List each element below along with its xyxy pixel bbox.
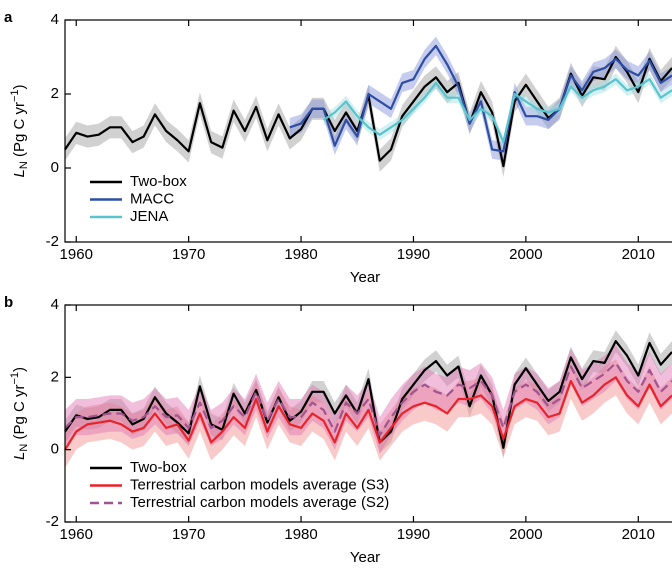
uncertainty-band <box>289 36 672 161</box>
data-line <box>64 340 672 449</box>
x-tick-label: 1970 <box>172 246 205 263</box>
y-axis-label-part: (Pg C yr <box>11 102 28 161</box>
y-tick-label: 2 <box>51 85 59 102</box>
y-axis-label-part: L <box>11 169 28 177</box>
legend-label: Two-box <box>130 173 187 190</box>
x-tick-label: 1990 <box>397 246 430 263</box>
y-axis-label-part: N <box>18 444 30 452</box>
x-tick-label: 2000 <box>509 246 542 263</box>
y-axis-label-part: N <box>18 161 30 169</box>
x-tick-label: 1960 <box>60 526 93 543</box>
data-line <box>289 44 672 153</box>
data-line <box>64 376 672 451</box>
x-axis-label: Year <box>350 549 380 566</box>
uncertainty-band <box>65 45 672 178</box>
y-axis-label-part: ) <box>11 367 28 372</box>
legend-label: MACC <box>130 190 174 207</box>
x-tick-label: 2010 <box>622 246 655 263</box>
y-axis-label: LN (Pg C yr−1) <box>9 84 30 177</box>
legend-label: Two-box <box>130 459 187 476</box>
x-tick-label: 2000 <box>509 526 542 543</box>
y-tick-label: 4 <box>51 11 59 28</box>
y-axis-label-part: (Pg C yr <box>11 385 28 444</box>
data-line <box>64 361 672 437</box>
x-axis-label: Year <box>350 269 380 286</box>
x-tick-label: 1980 <box>284 526 317 543</box>
panel-label: a <box>4 9 13 26</box>
y-axis-label-part: L <box>11 452 28 460</box>
plot-frame <box>64 19 672 243</box>
y-axis-label: LN (Pg C yr−1) <box>9 367 30 460</box>
legend-label: JENA <box>130 208 168 225</box>
uncertainty-band <box>65 359 672 468</box>
y-axis-label-part: −1 <box>9 89 21 102</box>
y-tick-label: -2 <box>46 513 59 530</box>
legend-label: Terrestrial carbon models average (S2) <box>130 494 389 511</box>
x-tick-label: 1970 <box>172 526 205 543</box>
y-tick-label: -2 <box>46 233 59 250</box>
plot-frame <box>64 304 672 523</box>
y-tick-label: 4 <box>51 296 59 313</box>
y-tick-label: 0 <box>51 159 59 176</box>
y-axis-label-part: ) <box>11 84 28 89</box>
legend-label: Terrestrial carbon models average (S3) <box>130 476 389 493</box>
x-tick-label: 1990 <box>397 526 430 543</box>
y-tick-label: 2 <box>51 368 59 385</box>
y-axis-label-part: −1 <box>9 372 21 385</box>
panel-label: b <box>4 294 13 311</box>
x-tick-label: 1960 <box>60 246 93 263</box>
y-tick-label: 0 <box>51 441 59 458</box>
x-tick-label: 1980 <box>284 246 317 263</box>
data-line <box>322 78 672 144</box>
x-tick-label: 2010 <box>622 526 655 543</box>
